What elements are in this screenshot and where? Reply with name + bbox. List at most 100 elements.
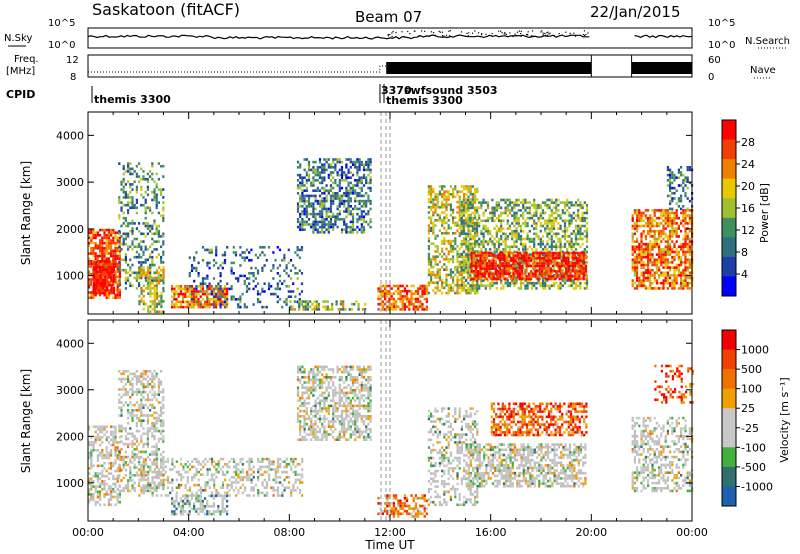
power-cell	[118, 229, 121, 233]
power-cell	[479, 264, 482, 268]
power-cell	[515, 263, 518, 267]
power-cell	[124, 281, 127, 285]
power-cell	[574, 242, 578, 246]
power-cell	[456, 190, 459, 193]
power-cell	[456, 265, 459, 269]
power-cell	[127, 235, 130, 238]
power-cell	[658, 235, 661, 238]
power-cell	[307, 176, 311, 179]
power-cell	[445, 206, 448, 209]
power-cell	[239, 298, 242, 301]
power-cell	[570, 255, 573, 259]
power-cell	[518, 254, 522, 257]
power-cell	[469, 237, 472, 241]
power-cell	[425, 300, 428, 303]
power-cell	[230, 287, 233, 291]
power-cell	[312, 207, 315, 211]
power-cell	[250, 248, 253, 252]
power-cell	[294, 272, 297, 275]
power-cell	[158, 279, 161, 282]
power-cell	[129, 281, 132, 285]
power-cell	[217, 295, 220, 298]
power-cell	[649, 224, 652, 228]
power-cell	[305, 194, 308, 198]
power-cell	[208, 300, 211, 304]
power-cell	[464, 209, 468, 212]
power-cell	[108, 291, 111, 295]
power-cell	[558, 277, 561, 281]
power-cell	[449, 193, 452, 196]
power-cell	[356, 194, 359, 198]
power-cell	[686, 284, 689, 288]
power-cell	[124, 183, 127, 186]
power-cell	[647, 287, 650, 290]
power-cell	[223, 285, 226, 288]
power-cell	[511, 232, 514, 236]
power-cell	[640, 250, 643, 254]
power-cell	[504, 281, 507, 285]
power-cell	[631, 227, 634, 230]
power-cell	[421, 302, 424, 306]
power-cell	[434, 263, 437, 266]
power-cell	[110, 260, 113, 263]
power-cell	[540, 275, 544, 278]
power-cell	[464, 222, 468, 225]
power-cell	[199, 305, 202, 309]
power-cell	[513, 245, 516, 249]
nsky-point	[514, 33, 516, 35]
power-cell	[671, 229, 674, 233]
power-cell	[570, 237, 573, 241]
power-cell	[390, 287, 393, 290]
power-cell	[369, 199, 372, 203]
power-cell	[285, 303, 288, 306]
power-cell	[529, 259, 533, 263]
power-cell	[438, 206, 441, 209]
power-cell	[507, 267, 511, 270]
power-cell	[445, 198, 448, 201]
power-cell	[329, 207, 333, 211]
power-cell	[644, 268, 647, 272]
power-cell	[673, 250, 676, 254]
power-cell	[574, 201, 578, 204]
power-cell	[327, 163, 330, 166]
power-cell	[256, 290, 260, 293]
power-cell	[556, 275, 559, 278]
power-cell	[669, 284, 672, 288]
power-cell	[96, 234, 99, 237]
power-cell	[338, 194, 341, 198]
power-cell	[302, 308, 305, 311]
power-cell	[647, 248, 650, 251]
power-cell	[644, 222, 647, 225]
nsky-point	[443, 35, 445, 37]
power-cell	[327, 225, 330, 229]
power-cell	[157, 177, 160, 181]
power-cell	[217, 266, 220, 270]
power-cell	[465, 263, 468, 266]
power-cell	[287, 290, 290, 293]
power-cell	[454, 221, 457, 225]
power-cell	[230, 295, 233, 298]
power-cell	[684, 235, 687, 238]
power-cell	[292, 290, 295, 293]
power-cell	[436, 268, 439, 271]
power-cell	[633, 287, 636, 290]
power-cell	[97, 284, 100, 287]
power-cell	[201, 259, 205, 262]
power-cell	[305, 212, 308, 216]
power-cell	[427, 284, 430, 287]
power-cell	[558, 264, 561, 268]
power-cell	[204, 282, 207, 285]
power-cell	[305, 189, 308, 192]
power-cell	[212, 298, 215, 301]
power-cell	[321, 223, 324, 226]
power-cell	[107, 247, 110, 250]
power-cell	[325, 160, 328, 164]
power-cell	[495, 250, 498, 254]
nsky-point	[449, 30, 451, 32]
power-cell	[649, 268, 652, 272]
power-cell	[103, 236, 106, 240]
power-cell	[684, 209, 687, 212]
power-cell	[441, 255, 444, 258]
power-cell	[114, 236, 117, 240]
